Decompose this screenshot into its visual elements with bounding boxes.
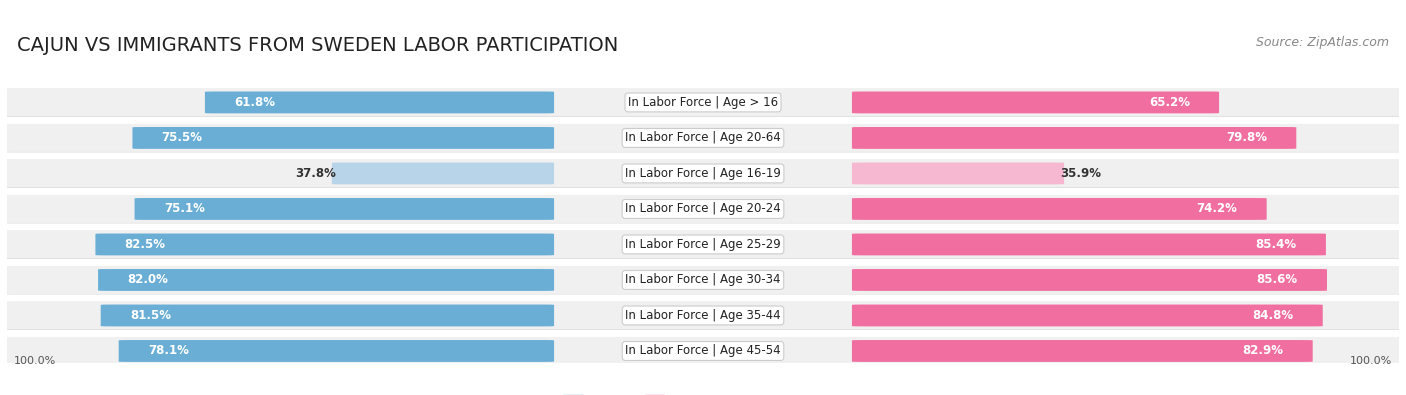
Text: 85.4%: 85.4%: [1256, 238, 1296, 251]
FancyBboxPatch shape: [0, 195, 1406, 223]
FancyBboxPatch shape: [852, 162, 1064, 184]
FancyBboxPatch shape: [852, 233, 1326, 256]
Text: 79.8%: 79.8%: [1226, 132, 1267, 145]
FancyBboxPatch shape: [118, 340, 554, 362]
FancyBboxPatch shape: [852, 269, 1327, 291]
Text: 85.6%: 85.6%: [1257, 273, 1298, 286]
Text: In Labor Force | Age > 16: In Labor Force | Age > 16: [628, 96, 778, 109]
FancyBboxPatch shape: [98, 269, 554, 291]
Text: In Labor Force | Age 20-64: In Labor Force | Age 20-64: [626, 132, 780, 145]
FancyBboxPatch shape: [132, 127, 554, 149]
FancyBboxPatch shape: [0, 266, 1406, 294]
Text: Source: ZipAtlas.com: Source: ZipAtlas.com: [1256, 36, 1389, 49]
FancyBboxPatch shape: [0, 195, 1406, 223]
Text: 84.8%: 84.8%: [1253, 309, 1294, 322]
Text: 100.0%: 100.0%: [1350, 356, 1392, 366]
Text: 37.8%: 37.8%: [295, 167, 336, 180]
FancyBboxPatch shape: [0, 301, 1406, 329]
FancyBboxPatch shape: [332, 162, 554, 184]
Text: CAJUN VS IMMIGRANTS FROM SWEDEN LABOR PARTICIPATION: CAJUN VS IMMIGRANTS FROM SWEDEN LABOR PA…: [17, 36, 619, 55]
Text: In Labor Force | Age 30-34: In Labor Force | Age 30-34: [626, 273, 780, 286]
Text: In Labor Force | Age 20-24: In Labor Force | Age 20-24: [626, 203, 780, 215]
FancyBboxPatch shape: [0, 124, 1406, 152]
Legend: Cajun, Immigrants from Sweden: Cajun, Immigrants from Sweden: [558, 390, 848, 395]
FancyBboxPatch shape: [852, 198, 1267, 220]
FancyBboxPatch shape: [205, 92, 554, 113]
Text: 75.1%: 75.1%: [163, 203, 205, 215]
FancyBboxPatch shape: [96, 233, 554, 256]
FancyBboxPatch shape: [0, 266, 1406, 294]
Text: 61.8%: 61.8%: [235, 96, 276, 109]
FancyBboxPatch shape: [852, 305, 1323, 326]
Text: In Labor Force | Age 25-29: In Labor Force | Age 25-29: [626, 238, 780, 251]
FancyBboxPatch shape: [0, 231, 1406, 259]
FancyBboxPatch shape: [852, 92, 1219, 113]
FancyBboxPatch shape: [0, 160, 1406, 188]
Text: 81.5%: 81.5%: [129, 309, 172, 322]
Text: In Labor Force | Age 45-54: In Labor Force | Age 45-54: [626, 344, 780, 357]
FancyBboxPatch shape: [0, 124, 1406, 152]
Text: 75.5%: 75.5%: [162, 132, 202, 145]
FancyBboxPatch shape: [0, 88, 1406, 117]
Text: 82.9%: 82.9%: [1243, 344, 1284, 357]
Text: In Labor Force | Age 35-44: In Labor Force | Age 35-44: [626, 309, 780, 322]
Text: 82.0%: 82.0%: [128, 273, 169, 286]
FancyBboxPatch shape: [0, 160, 1406, 188]
FancyBboxPatch shape: [135, 198, 554, 220]
FancyBboxPatch shape: [852, 127, 1296, 149]
Text: In Labor Force | Age 16-19: In Labor Force | Age 16-19: [626, 167, 780, 180]
FancyBboxPatch shape: [0, 302, 1406, 330]
FancyBboxPatch shape: [0, 230, 1406, 258]
FancyBboxPatch shape: [0, 337, 1406, 365]
Text: 35.9%: 35.9%: [1060, 167, 1101, 180]
Text: 100.0%: 100.0%: [14, 356, 56, 366]
FancyBboxPatch shape: [852, 340, 1313, 362]
Text: 65.2%: 65.2%: [1149, 96, 1189, 109]
FancyBboxPatch shape: [101, 305, 554, 326]
FancyBboxPatch shape: [0, 337, 1406, 365]
Text: 82.5%: 82.5%: [125, 238, 166, 251]
Text: 78.1%: 78.1%: [148, 344, 188, 357]
FancyBboxPatch shape: [0, 89, 1406, 117]
Text: 74.2%: 74.2%: [1197, 203, 1237, 215]
